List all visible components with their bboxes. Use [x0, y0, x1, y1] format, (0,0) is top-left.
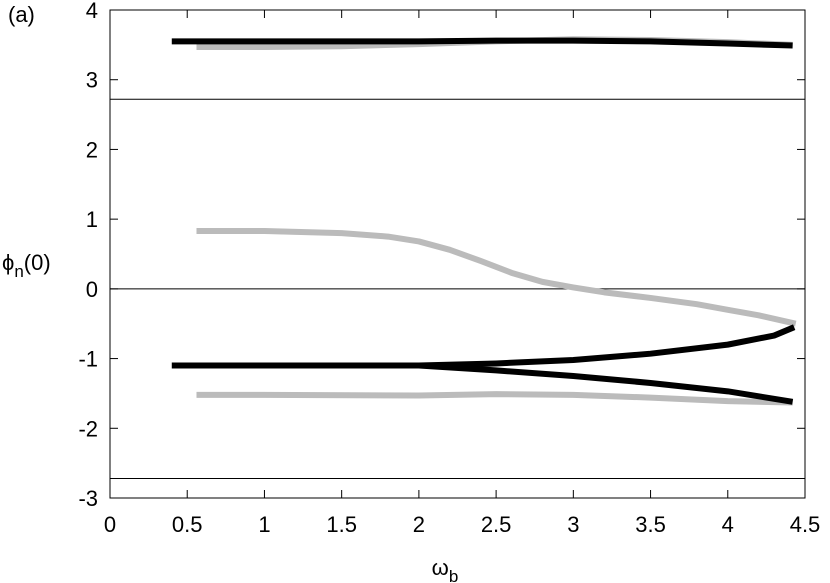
x-tick-label: 1: [258, 512, 270, 537]
x-label-base: ω: [432, 555, 449, 580]
y-label-rest: (0): [24, 250, 51, 275]
y-tick-label: -3: [78, 486, 98, 511]
y-tick-label: 2: [86, 137, 98, 162]
x-tick-label: 0: [104, 512, 116, 537]
y-label-base: ϕ: [2, 250, 14, 275]
y-tick-label: 0: [86, 277, 98, 302]
x-tick-label: 4.5: [790, 512, 821, 537]
series-line: [196, 227, 797, 327]
y-tick-label: -1: [78, 347, 98, 372]
series-line: [171, 37, 793, 49]
panel-label: (a): [8, 2, 35, 27]
x-axis-label: ωb: [432, 555, 459, 583]
x-label-sub: b: [449, 567, 458, 583]
y-tick-label: 4: [86, 0, 98, 23]
x-tick-label: 2: [413, 512, 425, 537]
x-tick-label: 4: [722, 512, 734, 537]
x-tick-label: 3: [567, 512, 579, 537]
plot-frame: [109, 9, 806, 499]
series-line: [418, 362, 794, 405]
x-tick-label: 1.5: [326, 512, 357, 537]
x-tick-label: 2.5: [481, 512, 512, 537]
y-tick-label: -2: [78, 416, 98, 441]
y-tick-label: 3: [86, 68, 98, 93]
x-tick-label: 0.5: [172, 512, 203, 537]
series-line: [196, 391, 793, 406]
y-tick-label: 1: [86, 207, 98, 232]
x-tick-label: 3.5: [635, 512, 666, 537]
y-axis-label: ϕn(0): [2, 250, 51, 281]
y-label-sub: n: [14, 262, 23, 281]
series-line: [171, 324, 796, 369]
